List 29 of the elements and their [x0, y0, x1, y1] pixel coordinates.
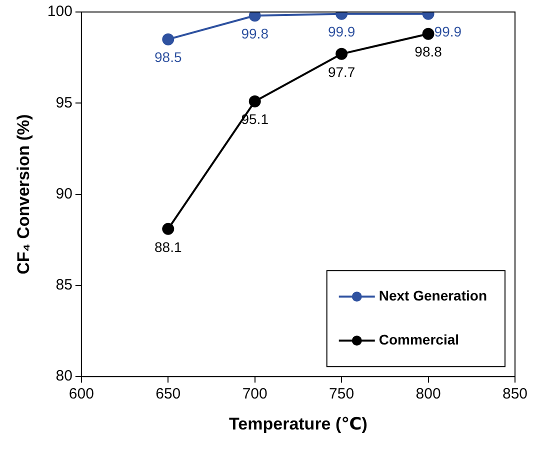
x-tick-label: 700: [242, 386, 268, 403]
point: [162, 33, 174, 46]
point: [336, 48, 348, 60]
y-tick-label: 85: [56, 276, 72, 294]
data-label: 99.9: [434, 24, 462, 40]
x-tick-label: 800: [416, 386, 441, 403]
point: [162, 222, 174, 235]
y-tick-label: 100: [47, 3, 72, 20]
point: [248, 95, 261, 108]
y-axis-title: CF₄ Conversion (%): [14, 114, 33, 274]
data-label: 99.9: [328, 24, 356, 40]
x-tick-label: 650: [156, 386, 181, 403]
x-tick-label: 750: [329, 386, 354, 403]
data-label: 97.7: [328, 64, 356, 80]
y-tick-label: 95: [56, 94, 72, 112]
x-tick-label: 600: [68, 386, 94, 403]
point: [248, 12, 261, 22]
point: [422, 28, 434, 40]
data-label: 98.5: [154, 49, 182, 66]
x-axis-title: Temperature (℃): [229, 414, 368, 434]
legend-label: Commercial: [378, 331, 460, 348]
y-tick-label: 80: [56, 368, 72, 385]
legend-label: Next Generation: [378, 287, 488, 304]
data-label: 95.1: [241, 111, 269, 128]
data-label: 98.8: [414, 44, 442, 60]
data-label: 99.8: [241, 26, 269, 42]
x-tick-label: 850: [502, 386, 528, 403]
y-tick-label: 90: [56, 185, 72, 202]
data-label: 88.1: [154, 238, 182, 255]
